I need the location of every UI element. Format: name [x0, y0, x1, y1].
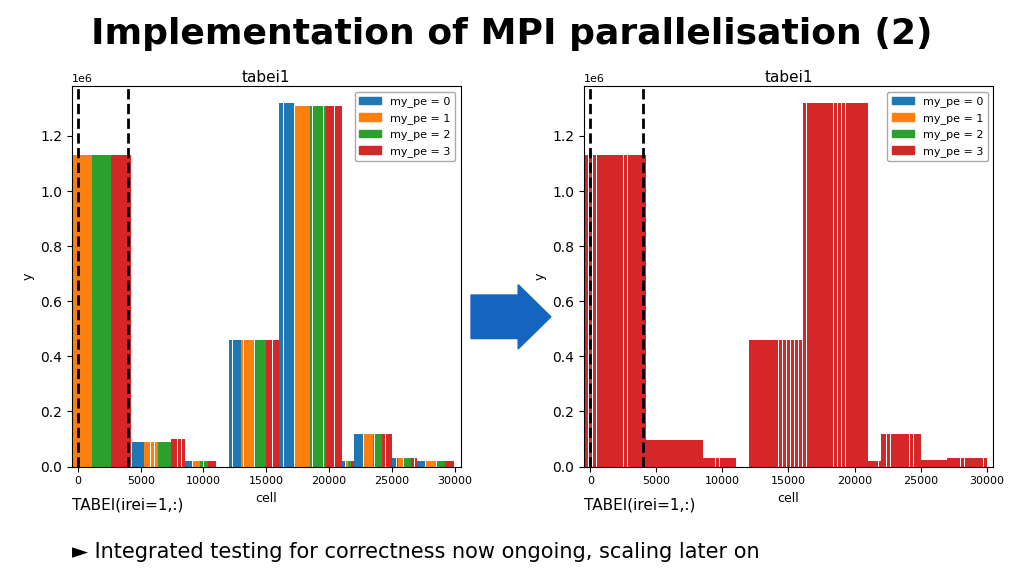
- Title: tabei1: tabei1: [242, 70, 291, 85]
- FancyArrow shape: [471, 285, 551, 349]
- Text: ► Integrated testing for correctness now ongoing, scaling later on: ► Integrated testing for correctness now…: [72, 541, 760, 562]
- X-axis label: cell: cell: [255, 492, 278, 505]
- Text: Implementation of MPI parallelisation (2): Implementation of MPI parallelisation (2…: [91, 17, 933, 51]
- X-axis label: cell: cell: [777, 492, 800, 505]
- Title: tabei1: tabei1: [764, 70, 813, 85]
- Y-axis label: y: y: [534, 273, 547, 280]
- Text: TABEI(irei=1,:): TABEI(irei=1,:): [72, 498, 183, 513]
- Legend: my_pe = 0, my_pe = 1, my_pe = 2, my_pe = 3: my_pe = 0, my_pe = 1, my_pe = 2, my_pe =…: [887, 92, 988, 161]
- Legend: my_pe = 0, my_pe = 1, my_pe = 2, my_pe = 3: my_pe = 0, my_pe = 1, my_pe = 2, my_pe =…: [354, 92, 456, 161]
- Y-axis label: y: y: [22, 273, 35, 280]
- Text: TABEI(irei=1,:): TABEI(irei=1,:): [584, 498, 695, 513]
